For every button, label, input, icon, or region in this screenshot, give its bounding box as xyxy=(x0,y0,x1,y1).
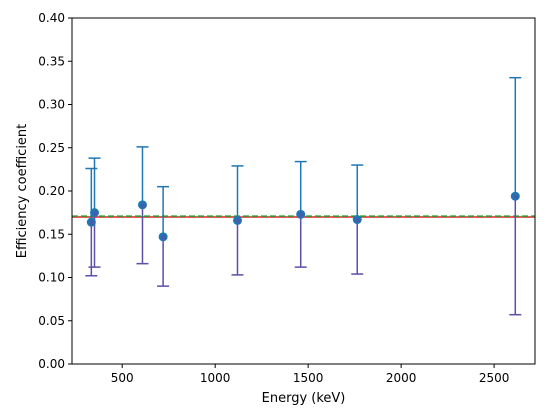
x-tick-label: 1500 xyxy=(293,371,324,385)
data-point-inner-4 xyxy=(161,234,167,241)
data-point-inner-6 xyxy=(298,212,304,218)
error-bars xyxy=(85,76,522,316)
y-tick-label: 0.15 xyxy=(38,227,65,241)
x-axis-ticks: 500 1000 1500 2000 2500 xyxy=(111,364,510,385)
x-tick-label: 1000 xyxy=(200,371,231,385)
y-tick-label: 0.40 xyxy=(38,11,65,25)
y-axis-ticks: 0.00 0.05 0.10 0.15 0.20 0.25 0.30 0.35 0.40 xyxy=(38,11,72,371)
y-tick-label: 0.30 xyxy=(38,98,65,112)
y-tick-label: 0.05 xyxy=(38,314,65,328)
y-tick-label: 0.35 xyxy=(38,54,65,68)
data-point-inner-3 xyxy=(140,202,146,209)
data-point-inner-2 xyxy=(92,210,98,216)
y-tick-label: 0.20 xyxy=(38,184,65,198)
data-point-inner-7 xyxy=(355,217,361,223)
data-point-inner-8 xyxy=(513,194,519,200)
x-tick-label: 500 xyxy=(111,371,134,385)
data-point-inner-1 xyxy=(89,220,95,226)
y-axis-label: Efficiency coefficient xyxy=(15,124,30,259)
y-tick-label: 0.25 xyxy=(38,141,65,155)
y-tick-label: 0.00 xyxy=(38,357,65,371)
data-point-inner-5 xyxy=(235,218,241,224)
y-tick-label: 0.10 xyxy=(38,271,65,285)
x-axis-label: Energy (keV) xyxy=(262,391,346,406)
x-tick-label: 2000 xyxy=(386,371,417,385)
x-tick-label: 2500 xyxy=(479,371,510,385)
data-points xyxy=(86,191,520,242)
plot-frame xyxy=(71,17,536,365)
